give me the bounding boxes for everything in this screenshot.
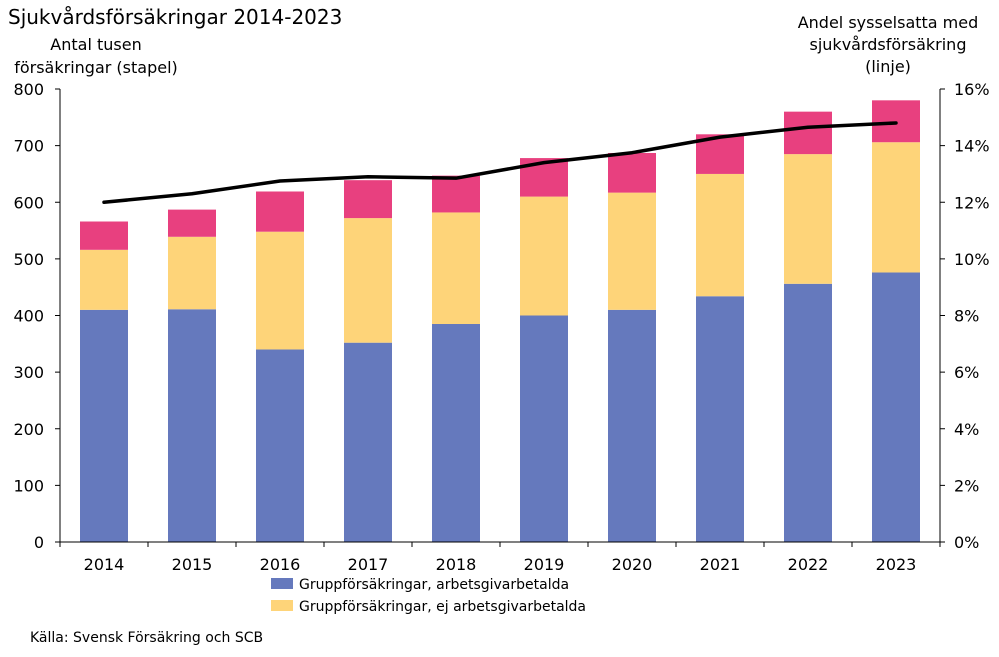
bar-2015-series-1 [168, 236, 216, 310]
left-tick-label-300: 300 [13, 363, 44, 382]
bar-2019-series-0 [520, 315, 568, 542]
right-tick-label-4-: 4% [954, 420, 979, 439]
line-point-2017 [366, 175, 370, 179]
line-point-2022 [806, 125, 810, 129]
bar-2014-series-0 [80, 309, 128, 542]
x-tick-label-2023: 2023 [876, 555, 917, 574]
line-point-2023 [894, 121, 898, 125]
legend-swatch-employer-paid [271, 578, 293, 589]
plot-area: 0 100 200 300 400 500 600 700 800 0% 2% 4% 6% 8% 10% 12… [13, 80, 989, 574]
line-point-2018 [454, 176, 458, 180]
legend-label-employer-paid: Gruppförsäkringar, arbetsgivarbetalda [299, 577, 569, 593]
bar-2020-series-2 [608, 152, 656, 193]
bar-2022-series-2 [784, 111, 832, 155]
bar-2018-series-0 [432, 323, 480, 542]
bar-2017-series-2 [344, 180, 392, 219]
chart-title: Sjukvårdsförsäkringar 2014-2023 [8, 5, 342, 29]
x-tick-label-2020: 2020 [612, 555, 653, 574]
right-tick-label-0-: 0% [954, 533, 979, 552]
bar-2023-series-0 [872, 272, 920, 542]
right-tick-label-12-: 12% [954, 193, 990, 212]
left-axis-title-line-1: Antal tusen [50, 35, 141, 54]
left-axis-title-line-2: försäkringar (stapel) [14, 58, 178, 77]
x-tick-label-2021: 2021 [700, 555, 741, 574]
left-tick-label-500: 500 [13, 250, 44, 269]
bar-2015-series-2 [168, 209, 216, 237]
bar-2014-series-1 [80, 249, 128, 310]
right-tick-label-16-: 16% [954, 80, 990, 99]
line-series [102, 121, 898, 204]
x-tick-label-2018: 2018 [436, 555, 477, 574]
line-point-2016 [278, 179, 282, 183]
bar-2016-series-1 [256, 231, 304, 350]
legend: Gruppförsäkringar, arbetsgivarbetalda Gr… [271, 577, 586, 615]
x-tick-label-2016: 2016 [260, 555, 301, 574]
line-point-2020 [630, 151, 634, 155]
right-axis-title-line-3: (linje) [865, 57, 911, 76]
bar-2021-series-1 [696, 173, 744, 297]
right-tick-label-8-: 8% [954, 307, 979, 326]
bar-2020-series-0 [608, 309, 656, 542]
left-tick-label-600: 600 [13, 193, 44, 212]
right-tick-label-6-: 6% [954, 363, 979, 382]
bar-2017-series-1 [344, 218, 392, 343]
bar-2018-series-2 [432, 175, 480, 213]
left-tick-label-200: 200 [13, 420, 44, 439]
left-tick-label-0: 0 [34, 533, 44, 552]
bar-2023-series-1 [872, 142, 920, 273]
left-tick-label-700: 700 [13, 137, 44, 156]
bar-2021-series-0 [696, 296, 744, 542]
bar-2022-series-1 [784, 154, 832, 284]
x-tick-label-2015: 2015 [172, 555, 213, 574]
bar-2016-series-0 [256, 349, 304, 542]
bar-2019-series-1 [520, 196, 568, 316]
bar-2022-series-0 [784, 283, 832, 542]
right-tick-label-2-: 2% [954, 476, 979, 495]
line-point-2014 [102, 200, 106, 204]
x-tick-label-2022: 2022 [788, 555, 829, 574]
right-axis-title-line-1: Andel sysselsatta med [798, 13, 979, 32]
x-tick-label-2019: 2019 [524, 555, 565, 574]
left-tick-label-100: 100 [13, 476, 44, 495]
line-point-2015 [190, 192, 194, 196]
left-tick-label-800: 800 [13, 80, 44, 99]
line-point-2021 [718, 135, 722, 139]
bar-2017-series-0 [344, 342, 392, 542]
x-tick-label-2014: 2014 [84, 555, 125, 574]
left-tick-label-400: 400 [13, 307, 44, 326]
right-tick-label-14-: 14% [954, 137, 990, 156]
x-tick-label-2017: 2017 [348, 555, 389, 574]
right-axis-title-line-2: sjukvårdsförsäkring [810, 35, 967, 54]
bar-2015-series-0 [168, 309, 216, 542]
bar-2016-series-2 [256, 191, 304, 232]
bar-2014-series-2 [80, 221, 128, 250]
bar-2020-series-1 [608, 192, 656, 310]
bar-2018-series-1 [432, 212, 480, 324]
legend-label-not-employer-paid: Gruppförsäkringar, ej arbetsgivarbetalda [299, 599, 586, 615]
source-note: Källa: Svensk Försäkring och SCB [30, 630, 263, 646]
right-tick-label-10-: 10% [954, 250, 990, 269]
legend-swatch-not-employer-paid [271, 600, 293, 611]
line-point-2019 [542, 161, 546, 165]
